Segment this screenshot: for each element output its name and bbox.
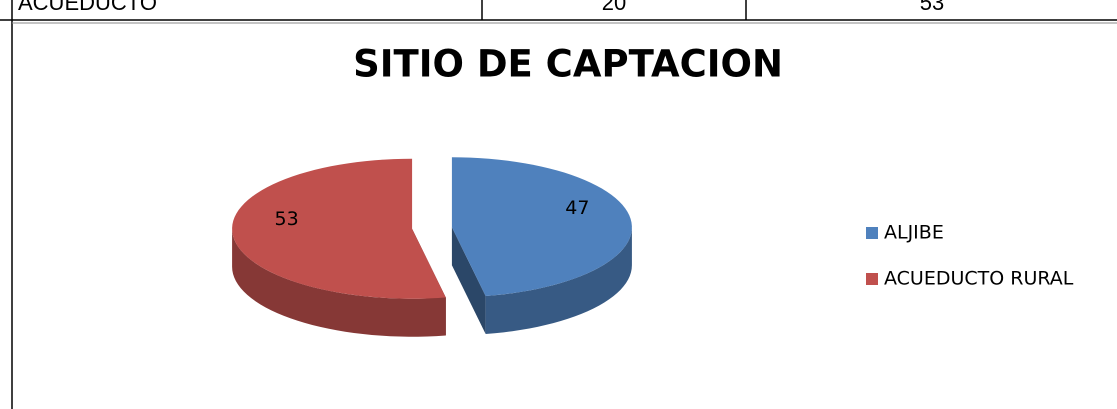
data-label: 47	[565, 197, 589, 219]
table-cell: ACUEDUCTO	[18, 0, 157, 15]
pie-slice	[232, 158, 446, 299]
legend-swatch	[866, 227, 878, 239]
slice-side	[451, 227, 486, 335]
slice-rim	[232, 228, 446, 337]
data-label: 53	[275, 208, 299, 230]
legend-label: ALJIBE	[884, 222, 944, 244]
slice-rim	[485, 227, 632, 335]
pie-slice	[451, 157, 632, 297]
chart-title: SITIO DE CAPTACION	[353, 43, 783, 86]
legend-swatch	[866, 273, 878, 285]
table-cell: 53	[920, 0, 944, 15]
legend-label: ACUEDUCTO RURAL	[884, 268, 1074, 290]
table-cell: 20	[602, 0, 626, 15]
